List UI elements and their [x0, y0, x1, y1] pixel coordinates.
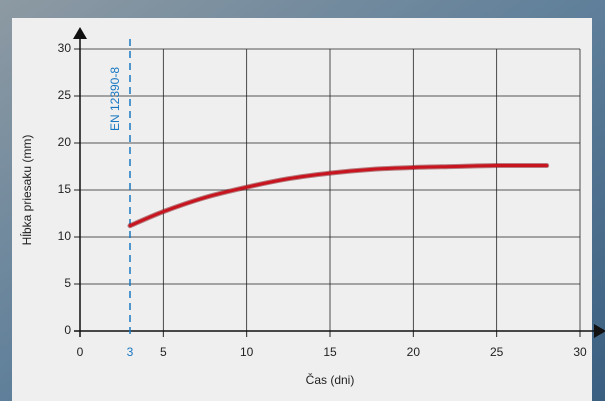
reference-label: EN 12390-8: [108, 67, 122, 131]
x-tick-label: 0: [77, 345, 84, 359]
x-tick-label: 20: [407, 345, 421, 359]
y-tick-label: 25: [58, 88, 72, 102]
chart-panel: [12, 18, 592, 401]
reference-tick-label: 3: [127, 345, 134, 359]
x-tick-label: 30: [573, 345, 587, 359]
y-tick-label: 20: [58, 135, 72, 149]
y-tick-label: 15: [58, 182, 72, 196]
y-axis-label: Hĺbka priesaku (mm): [19, 135, 34, 246]
y-tick-label: 10: [58, 229, 72, 243]
y-tick-label: 0: [64, 323, 71, 337]
x-tick-label: 25: [490, 345, 504, 359]
y-tick-label: 30: [58, 41, 72, 55]
x-tick-label: 5: [160, 345, 167, 359]
y-tick-label: 5: [64, 276, 71, 290]
x-axis-label: Čas (dni): [306, 372, 355, 387]
chart: Hĺbka priesaku (mm) Čas (dni) 0 5 10 15 20 25…: [0, 0, 605, 401]
x-tick-label: 10: [240, 345, 254, 359]
x-tick-label: 15: [323, 345, 337, 359]
